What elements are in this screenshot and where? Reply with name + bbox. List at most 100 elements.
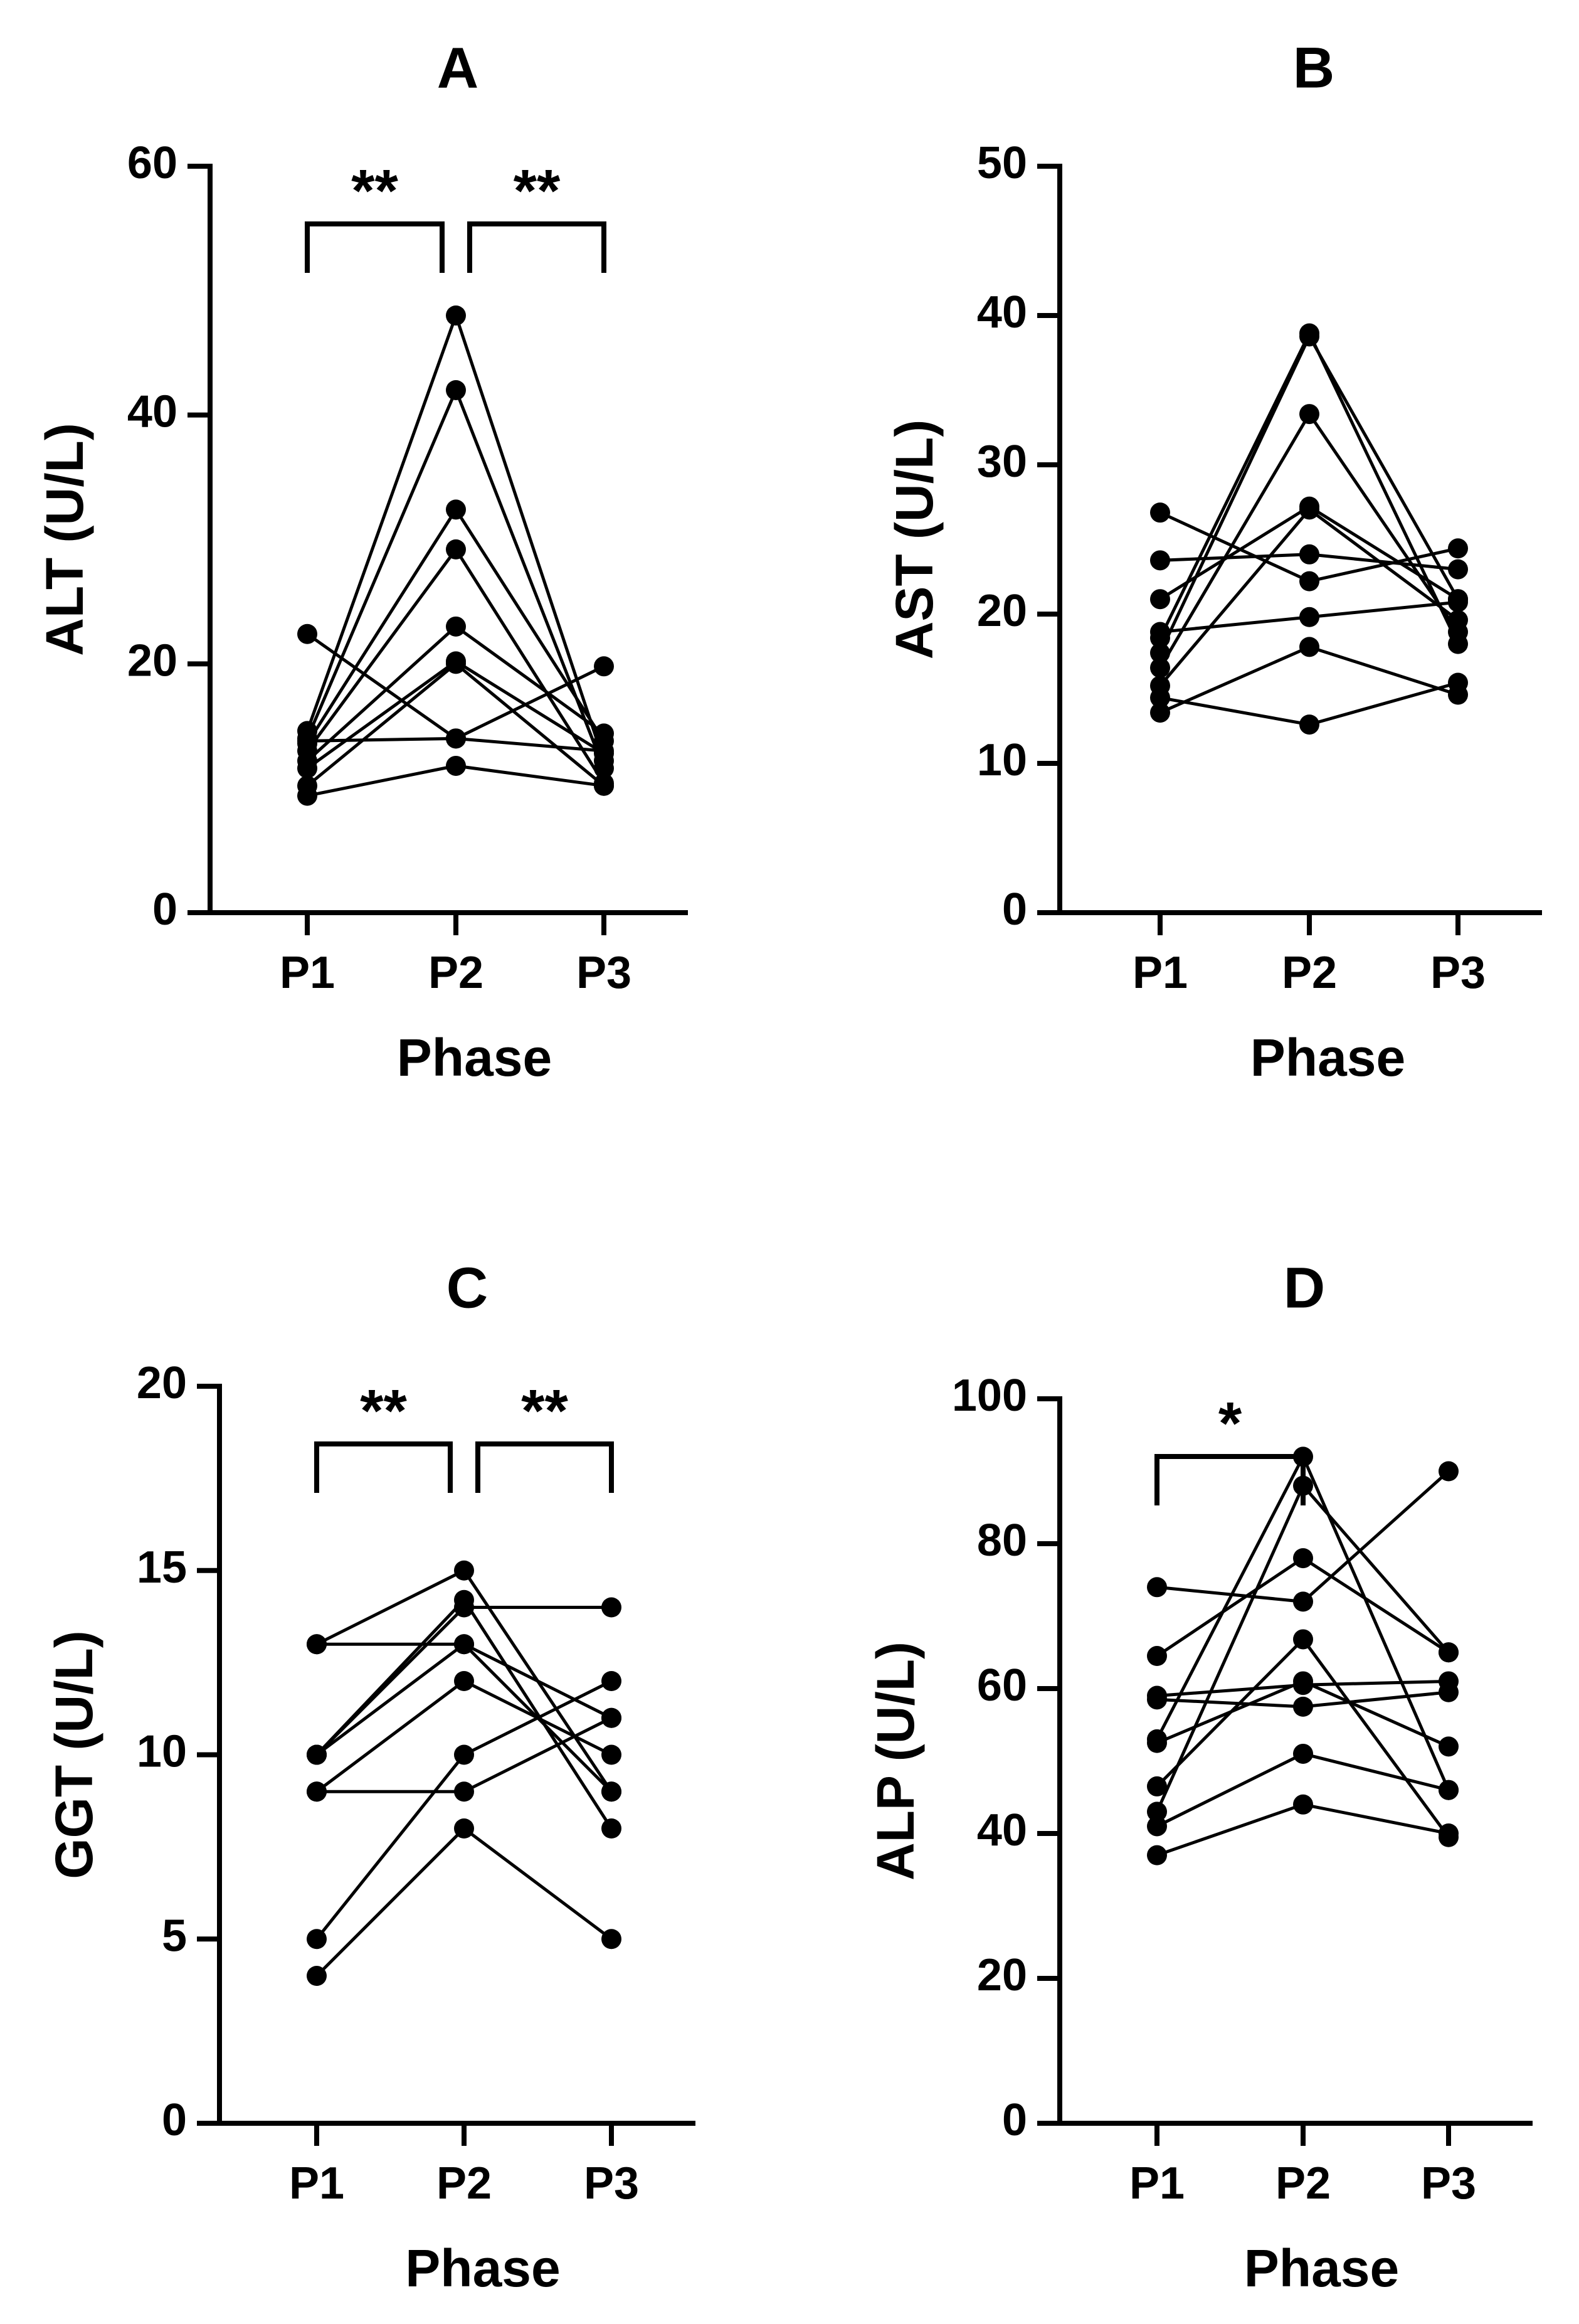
y-tick-label-c: 0 [162, 2095, 187, 2145]
data-point-c-7-p1 [307, 1929, 327, 1950]
data-point-b-10-p1 [1150, 703, 1170, 723]
x-axis-label-a: Phase [397, 1028, 552, 1087]
y-axis-label-a: ALT (U/L) [35, 423, 94, 656]
y-tick-label-b: 30 [977, 437, 1027, 487]
data-point-b-2-p2 [1299, 544, 1319, 565]
x-tick-label-c: P3 [584, 2158, 639, 2209]
panel-title-b: B [1293, 36, 1334, 100]
data-point-c-2-p2 [454, 1560, 474, 1581]
data-point-b-2-p3 [1448, 559, 1468, 580]
data-point-c-9-p1 [307, 1744, 327, 1765]
significance-label-a-2: ** [514, 157, 561, 225]
data-point-b-1-p3 [1448, 538, 1468, 559]
data-point-d-4-p3 [1439, 1682, 1459, 1702]
data-point-b-4-p2 [1299, 607, 1319, 627]
data-point-b-1-p1 [1150, 502, 1170, 523]
data-point-b-3-p1 [1150, 589, 1170, 610]
y-tick-label-c: 10 [137, 1727, 187, 1777]
y-tick-label-c: 20 [137, 1358, 187, 1408]
y-axis-label-d: ALP (U/L) [866, 1642, 925, 1881]
data-point-a-9-p2 [446, 755, 466, 776]
x-tick-label-a: P2 [428, 948, 483, 998]
data-point-a-2-p2 [446, 305, 466, 326]
data-point-c-6-p1 [307, 1781, 327, 1802]
y-tick-label-b: 40 [977, 287, 1027, 337]
data-point-a-7-p1 [297, 758, 317, 778]
y-tick-label-a: 20 [127, 635, 177, 686]
data-point-d-1-p3 [1439, 1461, 1459, 1482]
data-point-d-4-p2 [1293, 1696, 1313, 1717]
data-point-b-7-p1 [1150, 657, 1170, 678]
data-point-d-6-p3 [1439, 1736, 1459, 1757]
series-line-d-9 [1156, 1752, 1449, 1828]
data-point-c-5-p3 [601, 1707, 621, 1728]
data-point-b-10-p3 [1448, 684, 1468, 705]
x-axis-label-d: Phase [1244, 2239, 1400, 2298]
data-point-b-10-p2 [1299, 637, 1319, 657]
data-point-c-7-p2 [454, 1744, 474, 1765]
significance-bracket-d-1 [1154, 1454, 1306, 1505]
data-point-b-9-p1 [1150, 687, 1170, 708]
data-point-d-6-p2 [1293, 1671, 1313, 1692]
data-point-d-1-p2 [1293, 1591, 1313, 1612]
x-tick-label-b: P1 [1133, 948, 1188, 998]
data-point-d-8-p1 [1147, 1801, 1167, 1822]
data-point-b-8-p3 [1448, 610, 1468, 630]
data-point-b-2-p1 [1150, 550, 1170, 571]
data-point-c-4-p2 [454, 1589, 474, 1610]
x-tick-label-c: P1 [289, 2158, 344, 2209]
data-point-d-9-p3 [1439, 1780, 1459, 1800]
data-point-b-9-p2 [1299, 714, 1319, 735]
significance-label-c-1: ** [360, 1377, 407, 1445]
data-point-c-8-p1 [307, 1966, 327, 1986]
data-point-a-5-p2 [446, 539, 466, 560]
data-point-a-9-p1 [297, 785, 317, 806]
y-tick-label-d: 100 [952, 1371, 1027, 1421]
series-line-c-8 [315, 1826, 613, 1977]
data-point-d-4-p1 [1147, 1689, 1167, 1710]
series-line-b-7 [1158, 411, 1460, 669]
x-tick-label-b: P2 [1282, 948, 1337, 998]
x-tick-label-d: P2 [1275, 2158, 1331, 2209]
x-tick-label-b: P3 [1430, 948, 1486, 998]
data-point-c-2-p1 [307, 1634, 327, 1655]
data-point-c-8-p3 [601, 1929, 621, 1950]
series-line-b-8 [1159, 507, 1459, 687]
data-point-d-7-p1 [1147, 1776, 1167, 1796]
data-point-b-1-p2 [1299, 571, 1319, 592]
significance-label-a-1: ** [351, 157, 398, 225]
y-tick-label-a: 60 [127, 138, 177, 188]
panel-d: D 0 20 40 60 80 100 P1 P2 P3 Phase ALP (U/L) * [866, 1256, 1533, 2298]
significance-label-c-2: ** [521, 1377, 568, 1445]
data-point-b-8-p2 [1299, 499, 1319, 520]
y-tick-label-d: 60 [977, 1660, 1027, 1711]
y-tick-label-b: 0 [1002, 884, 1027, 935]
x-axis-label-c: Phase [405, 2239, 561, 2298]
data-point-d-8-p3 [1439, 1642, 1459, 1663]
significance-bracket-a-1 [305, 221, 445, 273]
data-point-b-6-p3 [1448, 589, 1468, 610]
data-point-c-6-p3 [601, 1744, 621, 1765]
y-tick-label-d: 80 [977, 1515, 1027, 1566]
panel-a: A 0 20 40 60 P1 P2 P3 Phase ALT (U/L) ** ** [35, 36, 688, 1087]
data-point-a-9-p3 [594, 775, 614, 796]
data-point-d-7-p2 [1293, 1629, 1313, 1650]
series-line-c-6 [315, 1679, 613, 1793]
data-point-d-10-p2 [1293, 1794, 1313, 1815]
data-point-c-9-p3 [601, 1781, 621, 1802]
significance-bracket-c-2 [475, 1441, 614, 1493]
data-point-a-6-p2 [446, 616, 466, 637]
x-tick-label-c: P2 [436, 2158, 492, 2209]
panel-title-c: C [446, 1256, 488, 1320]
data-point-a-1-p1 [297, 623, 317, 644]
data-point-a-10-p2 [446, 728, 466, 749]
x-tick-label-d: P1 [1129, 2158, 1185, 2209]
y-tick-label-d: 40 [977, 1805, 1027, 1855]
significance-bracket-c-1 [314, 1441, 453, 1493]
data-point-a-8-p2 [446, 654, 466, 674]
y-axis-label-c: GGT (U/L) [45, 1630, 103, 1879]
y-tick-label-d: 0 [1002, 2095, 1027, 2145]
x-tick-label-a: P3 [576, 948, 631, 998]
data-point-b-7-p2 [1299, 404, 1319, 425]
